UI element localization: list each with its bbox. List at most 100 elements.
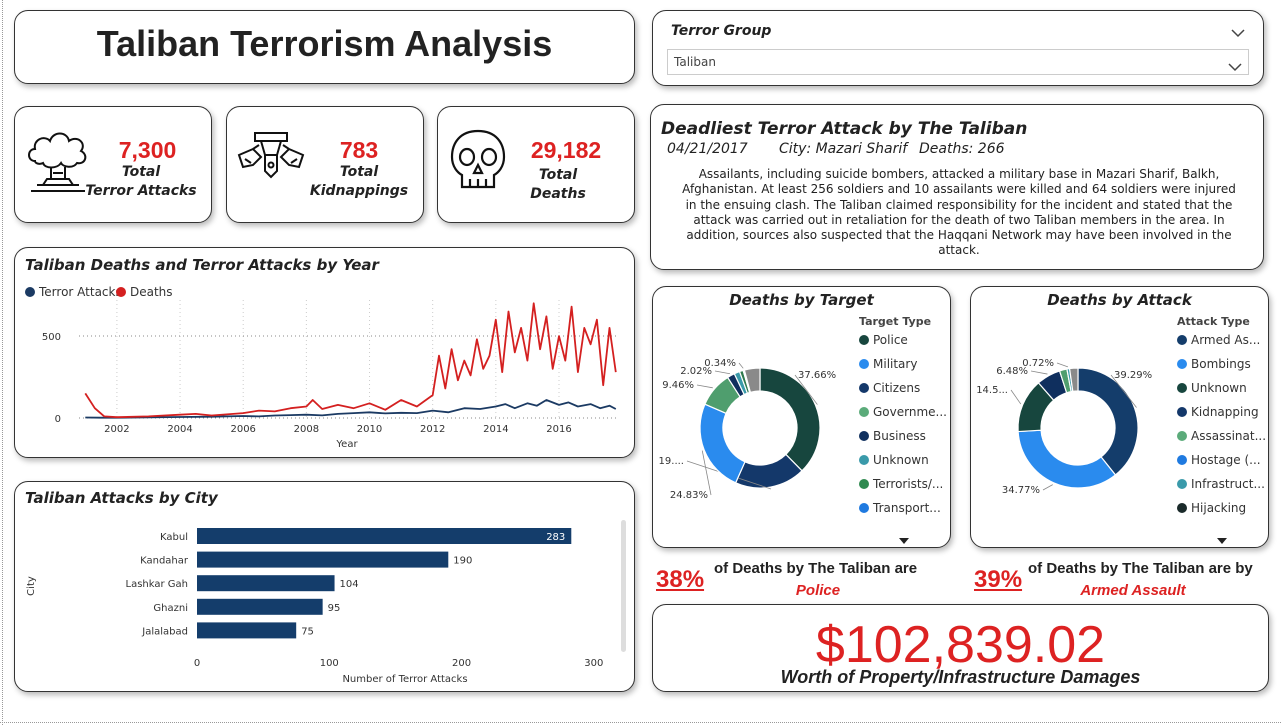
legend-item[interactable]: Citizens — [859, 381, 947, 405]
legend-label: Business — [873, 429, 926, 443]
legend-label: Police — [873, 333, 908, 347]
insight-police-pct: 38% — [656, 566, 705, 593]
bar-category-label: Lashkar Gah — [126, 579, 189, 590]
donut-data-label: 37.66% — [798, 370, 836, 381]
x-tick-label: 2004 — [167, 424, 192, 435]
legend-item[interactable]: Business — [859, 429, 947, 453]
legend-label: Transport... — [873, 501, 941, 515]
legend-dot — [859, 407, 869, 417]
damages-card: $102,839.02 Worth of Property/Infrastruc… — [652, 604, 1269, 692]
donut-leader-line — [701, 450, 712, 496]
legend-scroll-down-icon[interactable] — [1217, 530, 1227, 549]
legend-item[interactable]: Military — [859, 357, 947, 381]
donut-data-label: 19.... — [659, 456, 684, 467]
legend-label-attacks: Terror Attacks — [39, 285, 122, 299]
slicer-collapse-icon[interactable] — [1231, 23, 1245, 42]
legend-item[interactable]: Hijacking — [1177, 501, 1266, 525]
legend-dot-deaths — [116, 287, 126, 297]
donut-slice — [759, 367, 821, 472]
deadliest-city: City: Mazari Sharif — [779, 141, 908, 157]
legend-deaths[interactable]: Deaths — [116, 285, 173, 299]
bar-data-label: 104 — [340, 579, 359, 590]
donut-target-title: Deaths by Target — [729, 291, 874, 309]
bar-data-label: 283 — [546, 532, 565, 543]
legend-item[interactable]: Hostage (... — [1177, 453, 1266, 477]
donut-leader-line — [696, 384, 713, 389]
bar-chart-scrollbar[interactable] — [621, 520, 626, 652]
donut-leader-line — [1010, 389, 1022, 405]
donut-leader-line — [1030, 370, 1048, 375]
line-chart-title: Taliban Deaths and Terror Attacks by Yea… — [25, 256, 379, 274]
kpi-attacks-value: 7,300 — [118, 137, 177, 163]
x-tick-label: 2010 — [357, 424, 382, 435]
terror-group-dropdown[interactable]: Taliban — [667, 49, 1249, 75]
legend-dot — [859, 479, 869, 489]
kpi-kidnappings-label-1: Total — [339, 164, 379, 180]
donut-leader-line — [1042, 484, 1053, 491]
legend-item[interactable]: Infrastruct... — [1177, 477, 1266, 501]
x-tick-label: 2016 — [546, 424, 571, 435]
legend-dot — [1177, 431, 1187, 441]
donut-leader-line — [1110, 374, 1137, 408]
bar-category-label: Kandahar — [140, 556, 189, 567]
legend-target: Police Military Citizens Governme... Busines… — [859, 333, 947, 525]
legend-dot-attacks — [25, 287, 35, 297]
donut-slice — [1017, 429, 1117, 489]
kpi-attacks-label-2: Terror Attacks — [85, 183, 197, 199]
bar-category-label: Kabul — [160, 532, 188, 543]
legend-label: Governme... — [873, 405, 947, 419]
donut-data-label: 6.48% — [996, 366, 1028, 377]
legend-terror-attacks[interactable]: Terror Attacks — [25, 285, 122, 299]
legend-dot — [859, 431, 869, 441]
donut-attack-title: Deaths by Attack — [1047, 291, 1192, 309]
legend-item[interactable]: Armed As... — [1177, 333, 1266, 357]
bar-chart-title: Taliban Attacks by City — [25, 489, 218, 507]
legend-label: Citizens — [873, 381, 921, 395]
legend-item[interactable]: Bombings — [1177, 357, 1266, 381]
deadliest-description: Assailants, including suicide bombers, a… — [682, 167, 1236, 258]
donut-data-label: 2.02% — [680, 366, 712, 377]
damages-label: Worth of Property/Infrastructure Damages — [780, 667, 1141, 687]
legend-dot — [1177, 503, 1187, 513]
series-line-deaths — [84, 302, 617, 419]
x-tick-label: 300 — [584, 658, 603, 669]
legend-dot — [859, 359, 869, 369]
skull-icon — [448, 127, 508, 201]
legend-item[interactable]: Unknown — [859, 453, 947, 477]
legend-item[interactable]: Police — [859, 333, 947, 357]
legend-label: Infrastruct... — [1191, 477, 1265, 491]
kpi-kidnappings-value: 783 — [339, 137, 379, 163]
legend-item[interactable]: Governme... — [859, 405, 947, 429]
legend-item[interactable]: Kidnapping — [1177, 405, 1266, 429]
deaths-attacks-by-year-card: Taliban Deaths and Terror Attacks by Yea… — [14, 247, 635, 458]
deadliest-deaths: Deaths: 266 — [919, 141, 1005, 157]
legend-attack-title: Attack Type — [1177, 315, 1250, 328]
terror-group-slicer: Terror Group Taliban — [652, 10, 1264, 86]
kpi-kidnappings-label-2: Kidnappings — [309, 183, 409, 199]
y-tick-label: 0 — [55, 414, 61, 425]
bar-data-label: 190 — [453, 556, 472, 567]
bar-data-label: 95 — [328, 603, 341, 614]
x-tick-label: 2014 — [483, 424, 508, 435]
legend-dot — [1177, 479, 1187, 489]
legend-item[interactable]: Transport... — [859, 501, 947, 525]
explosion-icon — [23, 127, 93, 201]
legend-label-deaths: Deaths — [130, 285, 173, 299]
insight-armed-pct: 39% — [974, 566, 1023, 593]
legend-item[interactable]: Assassinat... — [1177, 429, 1266, 453]
legend-label: Unknown — [1191, 381, 1247, 395]
legend-dot — [859, 503, 869, 513]
page-title: Taliban Terrorism Analysis — [96, 23, 553, 64]
legend-label: Military — [873, 357, 918, 371]
legend-label: Terrorists/... — [873, 477, 944, 491]
donut-data-label: 34.77% — [1002, 485, 1040, 496]
legend-label: Bombings — [1191, 357, 1251, 371]
x-tick-label: 200 — [452, 658, 471, 669]
legend-item[interactable]: Unknown — [1177, 381, 1266, 405]
legend-dot — [1177, 455, 1187, 465]
legend-attack: Armed As... Bombings Unknown Kidnapping Assa… — [1177, 333, 1266, 525]
legend-item[interactable]: Terrorists/... — [859, 477, 947, 501]
legend-label: Hijacking — [1191, 501, 1247, 515]
donut-slice — [743, 367, 761, 394]
legend-scroll-down-icon[interactable] — [899, 530, 909, 549]
